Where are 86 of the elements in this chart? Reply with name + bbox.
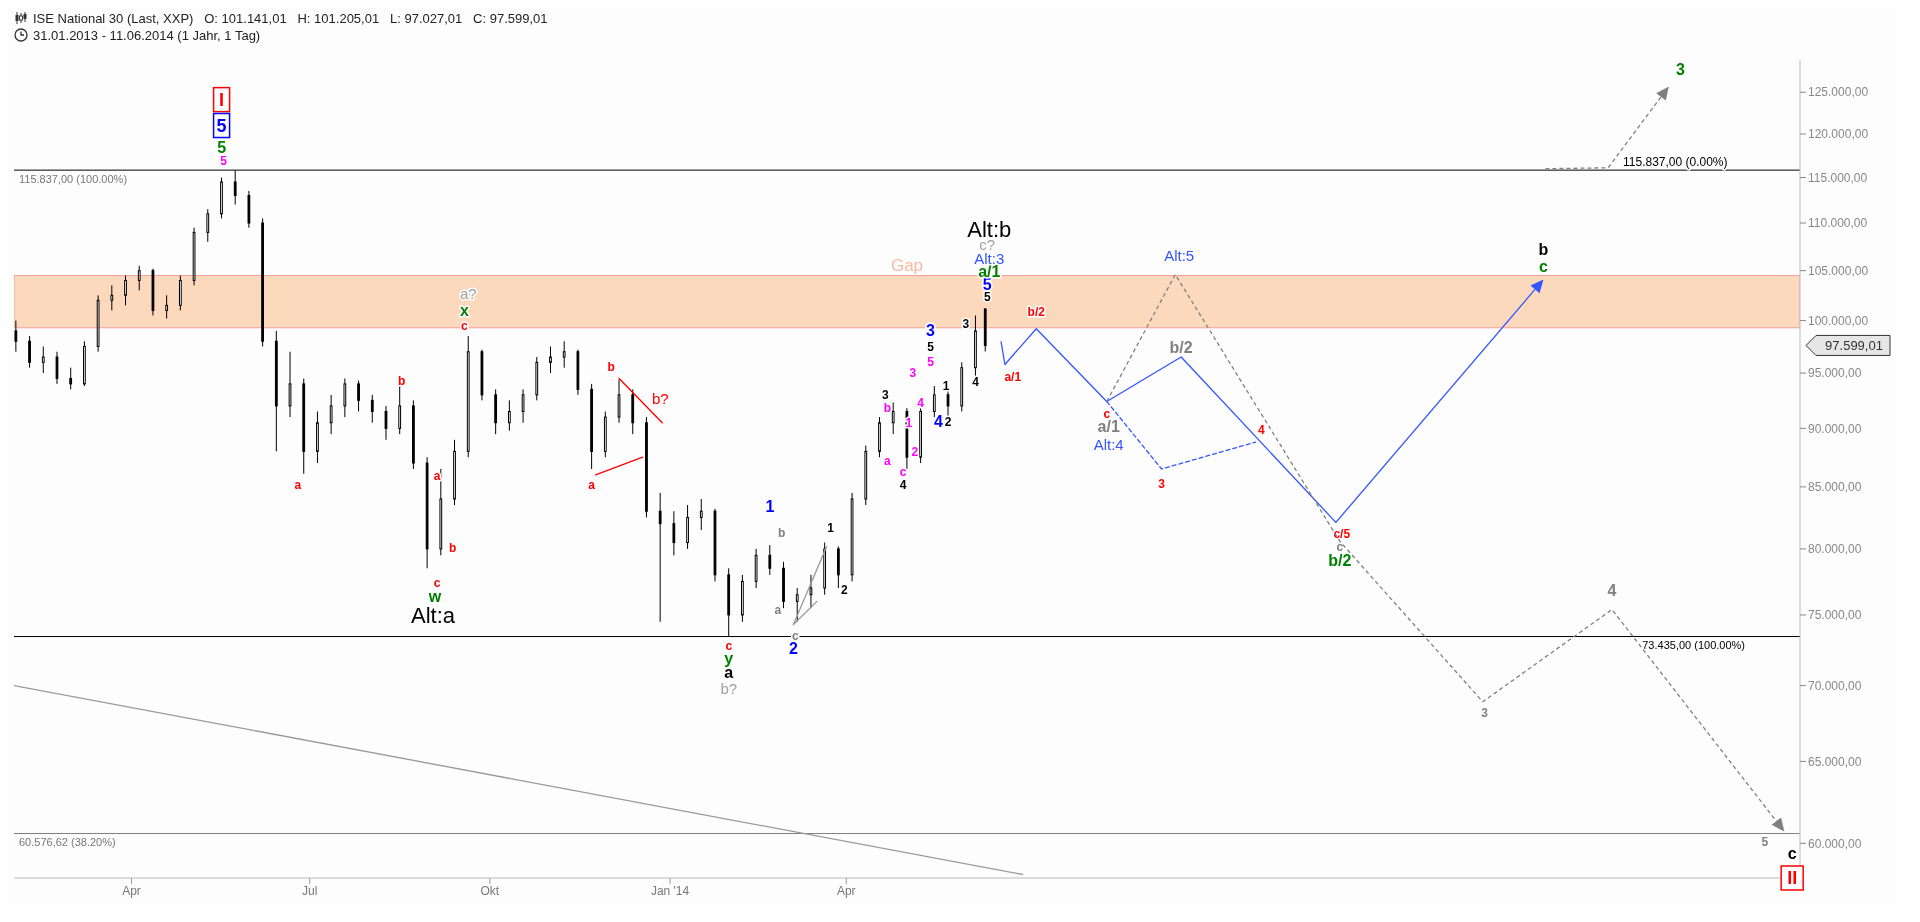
- chart-title: ISE National 30 (Last, XXP) O: 101.141,01 H: 101.205,01 L: 97.027,01 C: 97.599,01: [33, 11, 548, 26]
- chart-subtitle: 31.01.2013 - 11.06.2014 (1 Jahr, 1 Tag): [33, 28, 261, 43]
- x-tick-label: Jul: [302, 883, 318, 898]
- annotation: 4: [1258, 422, 1266, 437]
- annotation: b/2: [1169, 339, 1193, 357]
- annotation: 4: [972, 375, 980, 390]
- annotation: a/1: [1004, 369, 1022, 384]
- annotation: 3: [882, 388, 890, 403]
- annotation: 5: [220, 154, 228, 169]
- annotation: 3: [926, 321, 936, 339]
- annotation: 5: [217, 138, 227, 156]
- annotation: 5: [927, 339, 935, 354]
- annotation: 2: [944, 414, 952, 429]
- y-tick-label: 95.000,00: [1808, 366, 1862, 381]
- annotation: 5: [927, 354, 935, 369]
- annotation: c?: [979, 236, 996, 254]
- y-tick-label: 100.000,00: [1808, 313, 1869, 328]
- y-tick-label: 115.000,00: [1808, 170, 1868, 185]
- annotation: 3: [1481, 705, 1489, 720]
- annotation: Alt:5: [1164, 246, 1195, 264]
- annotation: b: [448, 540, 457, 555]
- y-tick-label: 80.000,00: [1808, 542, 1862, 557]
- annotation: a: [294, 477, 302, 492]
- annotation: c: [725, 638, 733, 653]
- x-tick-label: Jan '14: [650, 883, 690, 898]
- ref-line-label: 60.576,62 (38.20%): [19, 836, 116, 849]
- annotation: 1: [765, 498, 775, 516]
- annotation: 2: [788, 640, 798, 658]
- annotation: b: [1538, 241, 1549, 259]
- annotation: 3: [1676, 61, 1686, 79]
- annotation: 3: [1158, 476, 1166, 491]
- annotation: x: [459, 302, 469, 320]
- annotation: b?: [651, 389, 669, 407]
- annotation: 1: [827, 520, 835, 535]
- y-tick-label: 70.000,00: [1808, 678, 1862, 693]
- annotation: II: [1787, 868, 1798, 889]
- annotation: c/5: [1333, 527, 1351, 542]
- annotation: 4: [917, 395, 925, 410]
- annotation: b/2: [1328, 552, 1352, 570]
- band-label: Gap: [890, 255, 924, 275]
- y-tick-label: 105.000,00: [1808, 263, 1869, 278]
- x-tick-label: Okt: [480, 883, 500, 898]
- y-tick-label: 85.000,00: [1808, 480, 1862, 495]
- annotation: 3: [909, 366, 917, 381]
- annotation: 3: [962, 316, 970, 331]
- annotation: Alt:a: [411, 602, 456, 628]
- annotation: b: [883, 401, 892, 416]
- annotation: b: [607, 359, 615, 374]
- annotation: 2: [840, 582, 848, 597]
- x-tick-label: Apr: [836, 883, 856, 898]
- ref-line-label: 73.435,00 (100.00%): [1642, 639, 1745, 652]
- annotation: I: [219, 90, 225, 111]
- annotation: c: [1787, 845, 1797, 863]
- annotation: 5: [216, 115, 227, 136]
- annotation: c: [1539, 257, 1549, 275]
- annotation: a: [774, 602, 782, 617]
- text: 97.599,01: [1825, 337, 1883, 353]
- annotation: 5: [983, 289, 991, 304]
- annotation: 4: [899, 477, 907, 492]
- ref-line-label: 115.837,00 (100.00%): [19, 172, 128, 185]
- annotation: b/2: [1027, 304, 1046, 319]
- x-tick-label: Apr: [122, 883, 141, 898]
- annotation: Alt:4: [1093, 435, 1124, 453]
- annotation: b: [398, 373, 406, 388]
- annotation: a?: [459, 284, 477, 302]
- annotation: c: [899, 464, 907, 479]
- annotation: 1: [942, 379, 950, 394]
- annotation: b: [777, 525, 786, 540]
- y-tick-label: 120.000,00: [1808, 127, 1869, 142]
- annotation: 115.837,00 (0.00%): [1623, 155, 1728, 170]
- annotation: 2: [911, 444, 919, 459]
- y-tick-label: 60.000,00: [1808, 836, 1862, 851]
- y-tick-label: 110.000,00: [1808, 216, 1868, 231]
- annotation: 5: [1761, 834, 1769, 849]
- annotation: c: [461, 319, 469, 334]
- y-tick-label: 90.000,00: [1808, 421, 1862, 436]
- y-tick-label: 75.000,00: [1808, 608, 1862, 623]
- annotation: c: [1336, 539, 1344, 554]
- y-tick-label: 125.000,00: [1808, 85, 1869, 100]
- annotation: 4: [933, 413, 943, 431]
- annotation: a: [884, 454, 892, 469]
- annotation: 4: [1607, 582, 1617, 600]
- annotation: a/1: [1097, 417, 1120, 435]
- annotation: a: [588, 477, 596, 492]
- y-tick-label: 65.000,00: [1808, 754, 1862, 769]
- annotation: b?: [720, 679, 738, 697]
